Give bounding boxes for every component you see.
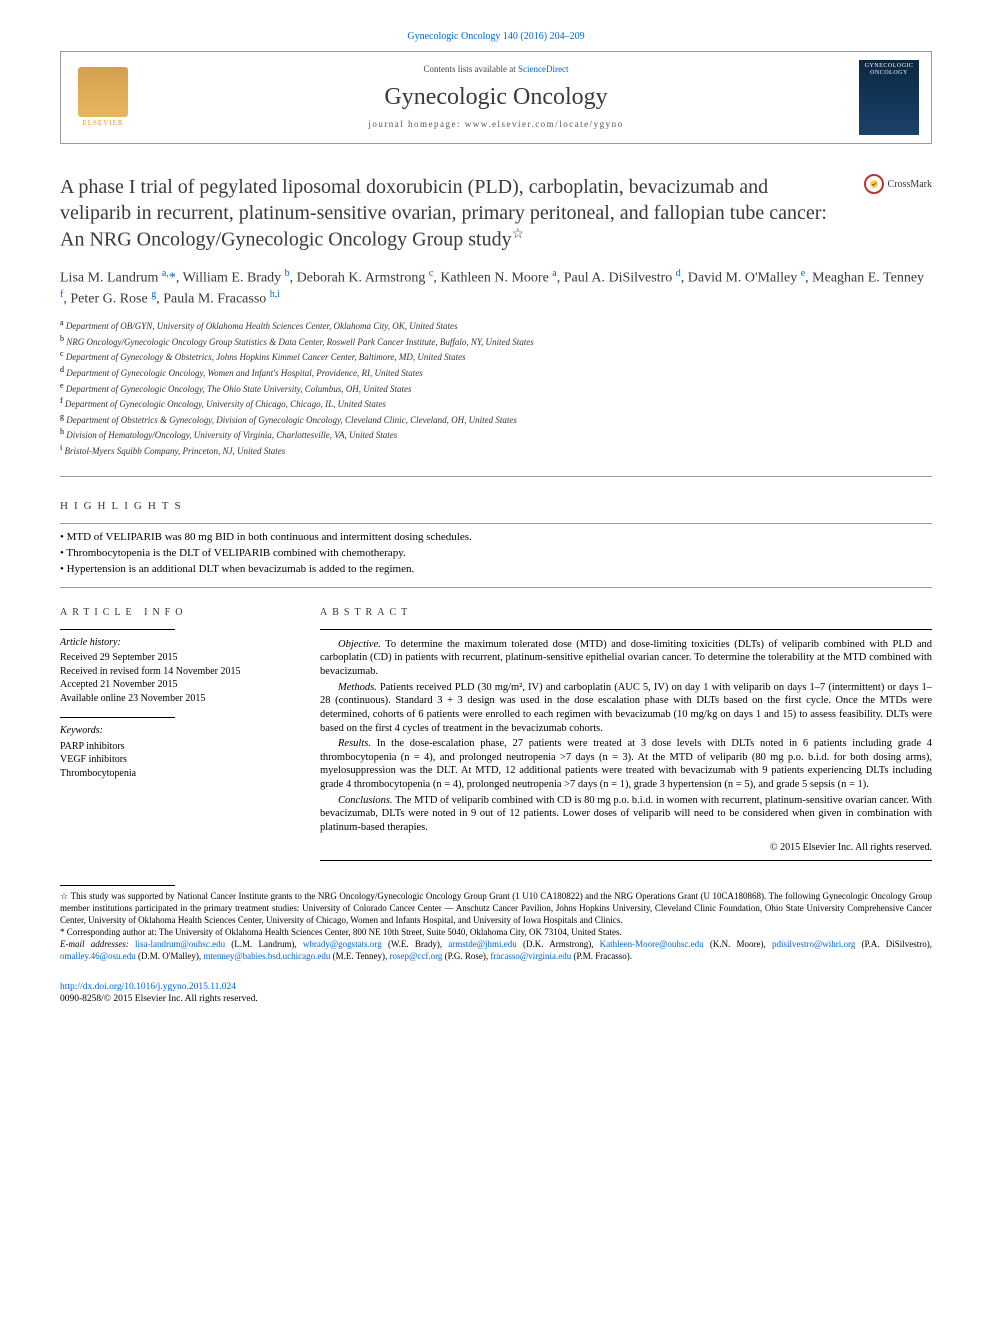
history-label: Article history:: [60, 636, 290, 650]
journal-homepage[interactable]: journal homepage: www.elsevier.com/locat…: [133, 119, 859, 131]
journal-cover-thumbnail: GYNECOLOGIC ONCOLOGY: [859, 60, 919, 135]
journal-cover-title: GYNECOLOGIC ONCOLOGY: [862, 63, 916, 76]
title-footnote-marker: ☆: [512, 227, 525, 242]
keyword-item: Thrombocytopenia: [60, 767, 290, 781]
highlight-item: MTD of VELIPARIB was 80 mg BID in both c…: [60, 530, 932, 544]
journal-title: Gynecologic Oncology: [133, 82, 859, 113]
crossmark-badge[interactable]: CrossMark: [864, 174, 932, 194]
footnotes: ☆ This study was supported by National C…: [60, 885, 932, 963]
corresponding-footnote: * Corresponding author at: The Universit…: [60, 926, 932, 938]
doi-block: http://dx.doi.org/10.1016/j.ygyno.2015.1…: [60, 981, 932, 1006]
affiliation-item: b NRG Oncology/Gynecologic Oncology Grou…: [60, 333, 932, 349]
email-link[interactable]: fracasso@virginia.edu: [490, 951, 571, 961]
email-link[interactable]: armstde@jhmi.edu: [448, 939, 517, 949]
journal-header-center: Contents lists available at ScienceDirec…: [133, 64, 859, 131]
highlight-item: Thrombocytopenia is the DLT of VELIPARIB…: [60, 546, 932, 560]
highlights-list: MTD of VELIPARIB was 80 mg BID in both c…: [60, 530, 932, 577]
email-link[interactable]: lisa-landrum@ouhsc.edu: [135, 939, 225, 949]
doi-link[interactable]: http://dx.doi.org/10.1016/j.ygyno.2015.1…: [60, 982, 236, 992]
journal-header: ELSEVIER Contents lists available at Sci…: [60, 51, 932, 144]
affiliation-item: c Department of Gynecology & Obstetrics,…: [60, 348, 932, 364]
abstract-paragraph: Methods. Patients received PLD (30 mg/m²…: [320, 681, 932, 736]
history-line: Received 29 September 2015: [60, 651, 290, 665]
crossmark-icon: [864, 174, 884, 194]
history-line: Accepted 21 November 2015: [60, 678, 290, 692]
article-info-heading: ARTICLE INFO: [60, 606, 290, 619]
affiliation-item: f Department of Gynecologic Oncology, Un…: [60, 395, 932, 411]
email-label: E-mail addresses:: [60, 939, 135, 949]
affiliation-item: i Bristol-Myers Squibb Company, Princeto…: [60, 442, 932, 458]
keywords-label: Keywords:: [60, 724, 290, 738]
affiliation-item: d Department of Gynecologic Oncology, Wo…: [60, 364, 932, 380]
sciencedirect-link[interactable]: ScienceDirect: [518, 64, 568, 74]
abstract-paragraph: Results. In the dose-escalation phase, 2…: [320, 737, 932, 792]
email-link[interactable]: omalley.46@osu.edu: [60, 951, 136, 961]
crossmark-label: CrossMark: [888, 178, 932, 191]
abstract-paragraph: Objective. To determine the maximum tole…: [320, 638, 932, 679]
highlights-heading: HIGHLIGHTS: [60, 499, 932, 513]
email-link[interactable]: pdisilvestro@wihri.org: [772, 939, 855, 949]
contents-line: Contents lists available at ScienceDirec…: [133, 64, 859, 76]
affiliations-list: a Department of OB/GYN, University of Ok…: [60, 317, 932, 457]
author-list: Lisa M. Landrum a,*, William E. Brady b,…: [60, 267, 932, 310]
running-head[interactable]: Gynecologic Oncology 140 (2016) 204–209: [60, 30, 932, 43]
emails-footnote: E-mail addresses: lisa-landrum@ouhsc.edu…: [60, 938, 932, 962]
history-line: Available online 23 November 2015: [60, 692, 290, 706]
article-history: Article history: Received 29 September 2…: [60, 636, 290, 706]
email-link[interactable]: Kathleen-Moore@ouhsc.edu: [600, 939, 704, 949]
article-title: A phase I trial of pegylated liposomal d…: [60, 174, 844, 253]
article-title-text: A phase I trial of pegylated liposomal d…: [60, 176, 827, 251]
affiliation-item: a Department of OB/GYN, University of Ok…: [60, 317, 932, 333]
funding-text: This study was supported by National Can…: [60, 891, 932, 925]
keyword-item: VEGF inhibitors: [60, 753, 290, 767]
email-link[interactable]: mtenney@babies.bsd.uchicago.edu: [203, 951, 330, 961]
issn-copyright: 0090-8258/© 2015 Elsevier Inc. All right…: [60, 994, 258, 1004]
affiliation-item: h Division of Hematology/Oncology, Unive…: [60, 426, 932, 442]
abstract-heading: ABSTRACT: [320, 606, 932, 619]
abstract-paragraph: Conclusions. The MTD of veliparib combin…: [320, 794, 932, 835]
email-link[interactable]: wbrady@gogstats.org: [303, 939, 382, 949]
contents-prefix: Contents lists available at: [424, 64, 518, 74]
keywords-block: Keywords: PARP inhibitorsVEGF inhibitors…: [60, 724, 290, 780]
elsevier-label: ELSEVIER: [82, 119, 123, 128]
abstract-copyright: © 2015 Elsevier Inc. All rights reserved…: [320, 841, 932, 854]
elsevier-logo: ELSEVIER: [73, 67, 133, 128]
keyword-item: PARP inhibitors: [60, 740, 290, 754]
affiliation-item: e Department of Gynecologic Oncology, Th…: [60, 380, 932, 396]
affiliation-item: g Department of Obstetrics & Gynecology,…: [60, 411, 932, 427]
abstract-body: Objective. To determine the maximum tole…: [320, 638, 932, 835]
email-link[interactable]: rosep@ccf.org: [390, 951, 443, 961]
highlight-item: Hypertension is an additional DLT when b…: [60, 562, 932, 576]
elsevier-tree-icon: [78, 67, 128, 117]
history-line: Received in revised form 14 November 201…: [60, 665, 290, 679]
corr-text: Corresponding author at: The University …: [65, 927, 622, 937]
funding-footnote: ☆ This study was supported by National C…: [60, 890, 932, 926]
